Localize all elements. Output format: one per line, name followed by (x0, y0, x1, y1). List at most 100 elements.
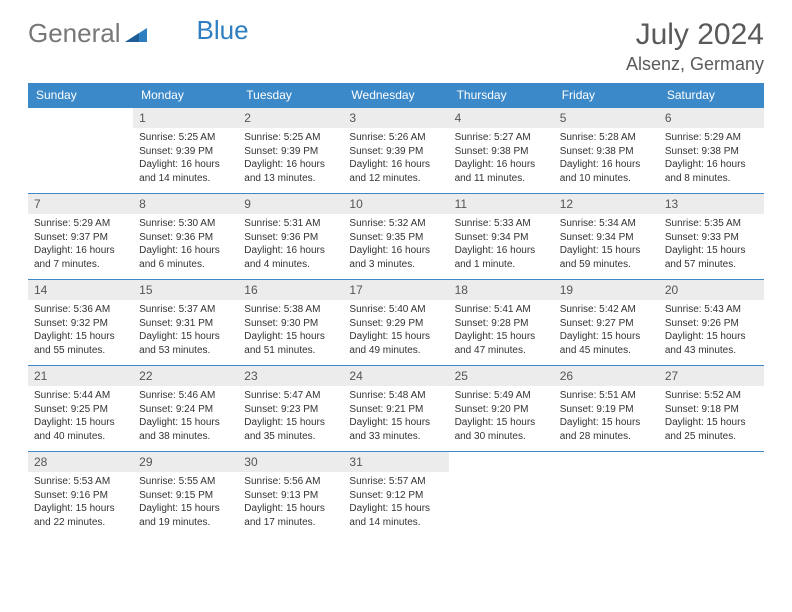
sunset-text: Sunset: 9:20 PM (455, 403, 548, 417)
day-data: Sunrise: 5:40 AMSunset: 9:29 PMDaylight:… (343, 300, 448, 361)
day-number: 14 (28, 280, 133, 300)
calendar-day-cell: 21Sunrise: 5:44 AMSunset: 9:25 PMDayligh… (28, 366, 133, 452)
calendar-day-cell: 6Sunrise: 5:29 AMSunset: 9:38 PMDaylight… (659, 108, 764, 194)
sunset-text: Sunset: 9:33 PM (665, 231, 758, 245)
day-data: Sunrise: 5:47 AMSunset: 9:23 PMDaylight:… (238, 386, 343, 447)
day-data: Sunrise: 5:41 AMSunset: 9:28 PMDaylight:… (449, 300, 554, 361)
day-data: Sunrise: 5:49 AMSunset: 9:20 PMDaylight:… (449, 386, 554, 447)
day-data: Sunrise: 5:55 AMSunset: 9:15 PMDaylight:… (133, 472, 238, 533)
day-number: 31 (343, 452, 448, 472)
daylight-text: Daylight: 15 hours and 35 minutes. (244, 416, 337, 443)
calendar-week-row: 14Sunrise: 5:36 AMSunset: 9:32 PMDayligh… (28, 280, 764, 366)
calendar-table: Sunday Monday Tuesday Wednesday Thursday… (28, 83, 764, 538)
daylight-text: Daylight: 16 hours and 3 minutes. (349, 244, 442, 271)
sunset-text: Sunset: 9:39 PM (349, 145, 442, 159)
sunrise-text: Sunrise: 5:27 AM (455, 131, 548, 145)
day-number: 19 (554, 280, 659, 300)
sunrise-text: Sunrise: 5:55 AM (139, 475, 232, 489)
day-data: Sunrise: 5:30 AMSunset: 9:36 PMDaylight:… (133, 214, 238, 275)
day-number: 5 (554, 108, 659, 128)
daylight-text: Daylight: 16 hours and 6 minutes. (139, 244, 232, 271)
day-number: 24 (343, 366, 448, 386)
sunset-text: Sunset: 9:38 PM (560, 145, 653, 159)
calendar-day-cell: 16Sunrise: 5:38 AMSunset: 9:30 PMDayligh… (238, 280, 343, 366)
col-saturday: Saturday (659, 83, 764, 108)
sunset-text: Sunset: 9:37 PM (34, 231, 127, 245)
sunrise-text: Sunrise: 5:30 AM (139, 217, 232, 231)
title-block: July 2024 Alsenz, Germany (626, 18, 764, 75)
calendar-day-cell: 2Sunrise: 5:25 AMSunset: 9:39 PMDaylight… (238, 108, 343, 194)
sunset-text: Sunset: 9:39 PM (244, 145, 337, 159)
calendar-day-cell: 1Sunrise: 5:25 AMSunset: 9:39 PMDaylight… (133, 108, 238, 194)
sunset-text: Sunset: 9:36 PM (244, 231, 337, 245)
sunrise-text: Sunrise: 5:52 AM (665, 389, 758, 403)
day-number: 10 (343, 194, 448, 214)
calendar-day-cell: 23Sunrise: 5:47 AMSunset: 9:23 PMDayligh… (238, 366, 343, 452)
sunrise-text: Sunrise: 5:29 AM (665, 131, 758, 145)
sunrise-text: Sunrise: 5:40 AM (349, 303, 442, 317)
sunset-text: Sunset: 9:34 PM (560, 231, 653, 245)
location: Alsenz, Germany (626, 54, 764, 75)
sunrise-text: Sunrise: 5:46 AM (139, 389, 232, 403)
daylight-text: Daylight: 15 hours and 22 minutes. (34, 502, 127, 529)
day-number: 28 (28, 452, 133, 472)
daylight-text: Daylight: 15 hours and 49 minutes. (349, 330, 442, 357)
daylight-text: Daylight: 16 hours and 11 minutes. (455, 158, 548, 185)
day-number: 30 (238, 452, 343, 472)
col-thursday: Thursday (449, 83, 554, 108)
sunrise-text: Sunrise: 5:42 AM (560, 303, 653, 317)
day-data: Sunrise: 5:27 AMSunset: 9:38 PMDaylight:… (449, 128, 554, 189)
sunrise-text: Sunrise: 5:48 AM (349, 389, 442, 403)
day-data: Sunrise: 5:48 AMSunset: 9:21 PMDaylight:… (343, 386, 448, 447)
day-data: Sunrise: 5:51 AMSunset: 9:19 PMDaylight:… (554, 386, 659, 447)
header: General Blue July 2024 Alsenz, Germany (28, 18, 764, 75)
logo-text-general: General (28, 18, 121, 49)
calendar-header-row: Sunday Monday Tuesday Wednesday Thursday… (28, 83, 764, 108)
sunset-text: Sunset: 9:19 PM (560, 403, 653, 417)
day-data: Sunrise: 5:37 AMSunset: 9:31 PMDaylight:… (133, 300, 238, 361)
day-number: 16 (238, 280, 343, 300)
col-wednesday: Wednesday (343, 83, 448, 108)
sunrise-text: Sunrise: 5:51 AM (560, 389, 653, 403)
sunset-text: Sunset: 9:39 PM (139, 145, 232, 159)
daylight-text: Daylight: 15 hours and 55 minutes. (34, 330, 127, 357)
sunrise-text: Sunrise: 5:49 AM (455, 389, 548, 403)
day-data: Sunrise: 5:57 AMSunset: 9:12 PMDaylight:… (343, 472, 448, 533)
sunset-text: Sunset: 9:21 PM (349, 403, 442, 417)
sunset-text: Sunset: 9:23 PM (244, 403, 337, 417)
sunrise-text: Sunrise: 5:53 AM (34, 475, 127, 489)
day-data: Sunrise: 5:53 AMSunset: 9:16 PMDaylight:… (28, 472, 133, 533)
day-number: 29 (133, 452, 238, 472)
day-number: 3 (343, 108, 448, 128)
sunrise-text: Sunrise: 5:31 AM (244, 217, 337, 231)
day-number: 6 (659, 108, 764, 128)
daylight-text: Daylight: 15 hours and 28 minutes. (560, 416, 653, 443)
sunrise-text: Sunrise: 5:56 AM (244, 475, 337, 489)
sunrise-text: Sunrise: 5:29 AM (34, 217, 127, 231)
sunrise-text: Sunrise: 5:38 AM (244, 303, 337, 317)
daylight-text: Daylight: 15 hours and 17 minutes. (244, 502, 337, 529)
day-number: 21 (28, 366, 133, 386)
day-data: Sunrise: 5:52 AMSunset: 9:18 PMDaylight:… (659, 386, 764, 447)
calendar-day-cell: 9Sunrise: 5:31 AMSunset: 9:36 PMDaylight… (238, 194, 343, 280)
day-number: 22 (133, 366, 238, 386)
calendar-week-row: 21Sunrise: 5:44 AMSunset: 9:25 PMDayligh… (28, 366, 764, 452)
calendar-day-cell: 30Sunrise: 5:56 AMSunset: 9:13 PMDayligh… (238, 452, 343, 538)
calendar-day-cell: 18Sunrise: 5:41 AMSunset: 9:28 PMDayligh… (449, 280, 554, 366)
col-sunday: Sunday (28, 83, 133, 108)
sunset-text: Sunset: 9:15 PM (139, 489, 232, 503)
calendar-week-row: 1Sunrise: 5:25 AMSunset: 9:39 PMDaylight… (28, 108, 764, 194)
month-title: July 2024 (626, 18, 764, 52)
day-number: 11 (449, 194, 554, 214)
daylight-text: Daylight: 15 hours and 40 minutes. (34, 416, 127, 443)
calendar-day-cell (659, 452, 764, 538)
daylight-text: Daylight: 15 hours and 57 minutes. (665, 244, 758, 271)
calendar-day-cell: 24Sunrise: 5:48 AMSunset: 9:21 PMDayligh… (343, 366, 448, 452)
calendar-day-cell: 5Sunrise: 5:28 AMSunset: 9:38 PMDaylight… (554, 108, 659, 194)
sunrise-text: Sunrise: 5:32 AM (349, 217, 442, 231)
calendar-day-cell (449, 452, 554, 538)
sunset-text: Sunset: 9:24 PM (139, 403, 232, 417)
calendar-day-cell: 29Sunrise: 5:55 AMSunset: 9:15 PMDayligh… (133, 452, 238, 538)
sunrise-text: Sunrise: 5:57 AM (349, 475, 442, 489)
daylight-text: Daylight: 16 hours and 8 minutes. (665, 158, 758, 185)
